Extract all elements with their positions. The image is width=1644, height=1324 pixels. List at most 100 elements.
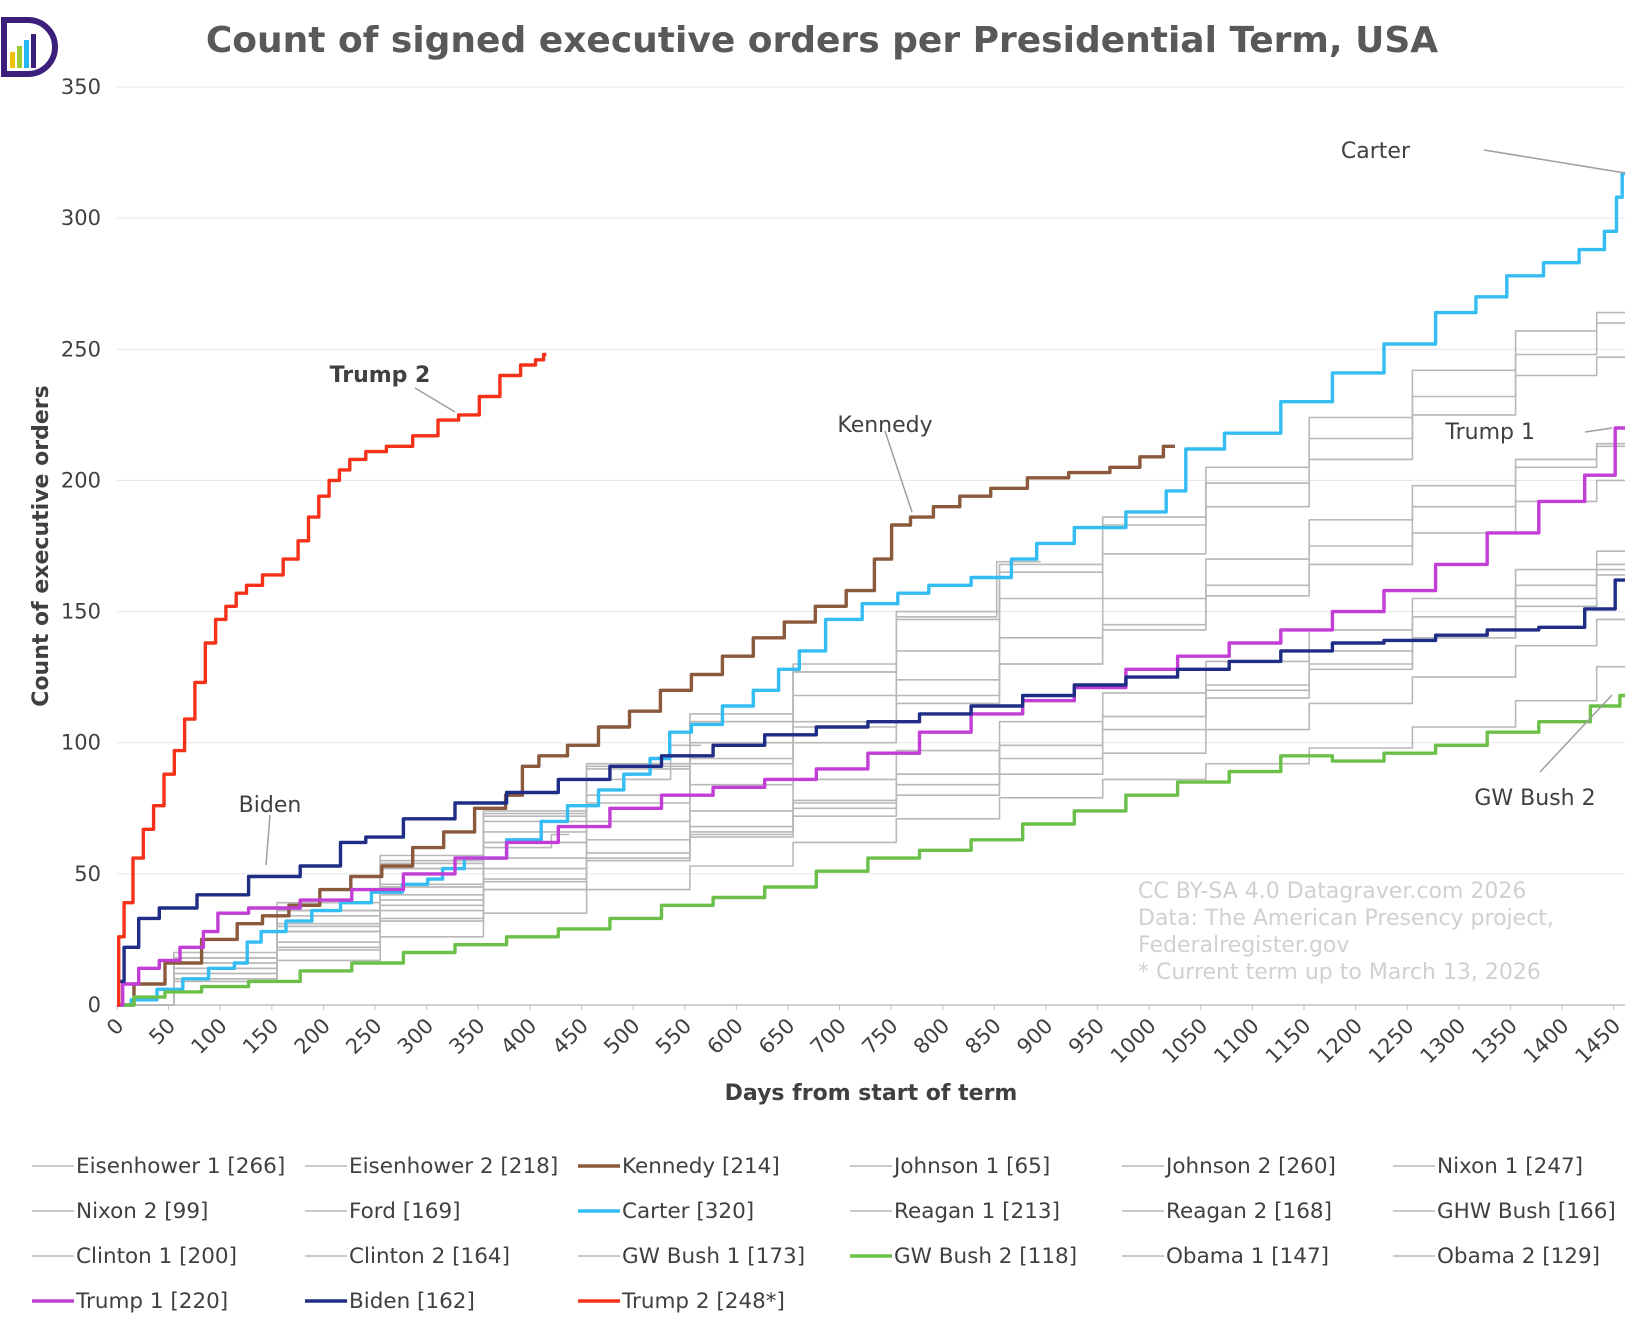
legend-label: Obama 2 [129] — [1437, 1244, 1600, 1269]
legend-item-ghw-bush-166: GHW Bush [166] — [1393, 1199, 1616, 1224]
legend-label: Trump 1 [220] — [75, 1289, 228, 1314]
annotation-label-gw-bush-2: GW Bush 2 — [1474, 786, 1595, 811]
x-tick-label: 900 — [1012, 1014, 1057, 1059]
legend-item-trump-1-220: Trump 1 [220] — [32, 1289, 228, 1314]
y-tick-label: 0 — [88, 993, 101, 1017]
legend-item-ford-169: Ford [169] — [305, 1199, 461, 1224]
x-tick-label: 1450 — [1570, 1014, 1625, 1069]
legend-label: Obama 1 [147] — [1166, 1244, 1329, 1269]
legend-label: Johnson 1 [65] — [892, 1154, 1050, 1179]
annotation-leader-kennedy — [884, 430, 913, 513]
legend-item-eisenhower-1-266: Eisenhower 1 [266] — [32, 1154, 285, 1179]
legend: Eisenhower 1 [266] Eisenhower 2 [218] Kenn… — [32, 1154, 1616, 1314]
x-tick-label: 100 — [186, 1014, 231, 1059]
legend-item-nixon-1-247: Nixon 1 [247] — [1393, 1154, 1583, 1179]
x-tick-label: 1400 — [1519, 1014, 1574, 1069]
series-line-trump-2-248 — [117, 352, 547, 1007]
legend-label: Reagan 1 [213] — [894, 1199, 1060, 1224]
x-tick-label: 1300 — [1416, 1014, 1471, 1069]
x-tick-label: 1200 — [1312, 1014, 1367, 1069]
annotation-leader-biden — [265, 814, 271, 866]
series-line-ghw-bush-166 — [117, 568, 1625, 1006]
series-line-obama-2-129 — [117, 665, 1625, 1006]
x-tick-label: 150 — [238, 1014, 283, 1059]
series-line-biden-162 — [117, 578, 1625, 1007]
annotation-leader-trump-2 — [414, 387, 456, 413]
x-tick-label: 800 — [909, 1014, 954, 1059]
x-tick-label: 1150 — [1261, 1014, 1316, 1069]
x-tick-label: 1050 — [1158, 1014, 1213, 1069]
legend-item-reagan-1-213: Reagan 1 [213] — [850, 1199, 1060, 1224]
x-tick-label: 0 — [102, 1014, 128, 1040]
x-tick-label: 850 — [961, 1014, 1006, 1059]
annotation-label-biden: Biden — [239, 793, 302, 818]
gridlines — [117, 86, 1625, 875]
legend-item-nixon-2-99: Nixon 2 [99] — [32, 1199, 208, 1224]
legend-item-johnson-1-65: Johnson 1 [65] — [850, 1154, 1050, 1179]
y-axis-title: Count of executive orders — [29, 385, 54, 706]
x-axis-title: Days from start of term — [725, 1081, 1018, 1106]
legend-item-eisenhower-2-218: Eisenhower 2 [218] — [305, 1154, 558, 1179]
x-tick-label: 550 — [651, 1014, 696, 1059]
series-line-kennedy-214 — [117, 444, 1175, 1007]
y-tick-label: 150 — [61, 600, 101, 624]
legend-item-clinton-2-164: Clinton 2 [164] — [305, 1244, 510, 1269]
legend-item-reagan-2-168: Reagan 2 [168] — [1122, 1199, 1332, 1224]
legend-label: Trump 2 [248*] — [621, 1289, 785, 1314]
legend-label: Eisenhower 1 [266] — [76, 1154, 285, 1179]
x-tick-label: 1100 — [1209, 1014, 1264, 1069]
legend-item-carter-320: Carter [320] — [578, 1199, 754, 1224]
x-tick-label: 500 — [599, 1014, 644, 1059]
x-tick-label: 450 — [548, 1014, 593, 1059]
legend-label: Eisenhower 2 [218] — [349, 1154, 558, 1179]
legend-label: GW Bush 2 [118] — [894, 1244, 1077, 1269]
legend-label: Biden [162] — [349, 1289, 475, 1314]
series-line-obama-1-147 — [117, 618, 1625, 1006]
x-tick-label: 400 — [496, 1014, 541, 1059]
x-tick-label: 700 — [806, 1014, 851, 1059]
series-line-ford-169 — [117, 560, 1041, 1006]
y-tick-label: 250 — [61, 337, 101, 361]
x-tick-label: 1350 — [1467, 1014, 1522, 1069]
credit-line: Data: The American Presency project, — [1138, 906, 1554, 931]
legend-item-gw-bush-1-173: GW Bush 1 [173] — [578, 1244, 805, 1269]
credit-line: CC BY-SA 4.0 Datagraver.com 2026 — [1138, 879, 1526, 904]
series-line-clinton-2-164 — [117, 574, 1625, 1006]
y-tick-label: 200 — [61, 468, 101, 492]
x-tick-label: 950 — [1064, 1014, 1109, 1059]
x-tick-label: 1250 — [1364, 1014, 1419, 1069]
legend-label: Johnson 2 [260] — [1164, 1154, 1336, 1179]
series-line-trump-1-220 — [117, 426, 1625, 1007]
series-annotations: Trump 2 Kennedy Carter Trump 1 Biden GW Bush … — [239, 139, 1626, 866]
x-tick-label: 250 — [341, 1014, 386, 1059]
series-line-gw-bush-1-173 — [117, 550, 1625, 1006]
legend-label: Clinton 2 [164] — [349, 1244, 510, 1269]
legend-label: Clinton 1 [200] — [76, 1244, 237, 1269]
credit-line: Federalregister.gov — [1138, 933, 1349, 958]
annotation-leader-trump-1 — [1584, 427, 1613, 433]
x-tick-label: 600 — [703, 1014, 748, 1059]
x-tick-label: 50 — [144, 1014, 180, 1050]
annotation-label-carter: Carter — [1341, 139, 1411, 164]
legend-item-trump-2-248: Trump 2 [248*] — [578, 1289, 785, 1314]
y-tick-label: 100 — [61, 731, 101, 755]
highlighted-series-group — [117, 171, 1625, 1007]
series-line-gw-bush-2-118 — [117, 693, 1625, 1007]
legend-label: GHW Bush [166] — [1437, 1199, 1616, 1224]
annotation-leader-carter — [1483, 149, 1626, 174]
x-tick-label: 200 — [290, 1014, 335, 1059]
legend-item-clinton-1-200: Clinton 1 [200] — [32, 1244, 237, 1269]
y-tick-label: 50 — [74, 862, 101, 886]
legend-item-obama-1-147: Obama 1 [147] — [1122, 1244, 1329, 1269]
x-tick-label: 350 — [444, 1014, 489, 1059]
legend-label: Ford [169] — [349, 1199, 461, 1224]
annotation-label-kennedy: Kennedy — [837, 413, 932, 438]
annotation-label-trump-1: Trump 1 — [1444, 420, 1535, 445]
legend-label: Nixon 1 [247] — [1437, 1154, 1583, 1179]
legend-label: GW Bush 1 [173] — [622, 1244, 805, 1269]
legend-item-kennedy-214: Kennedy [214] — [578, 1154, 780, 1179]
legend-item-johnson-2-260: Johnson 2 [260] — [1122, 1154, 1336, 1179]
legend-label: Kennedy [214] — [622, 1154, 780, 1179]
